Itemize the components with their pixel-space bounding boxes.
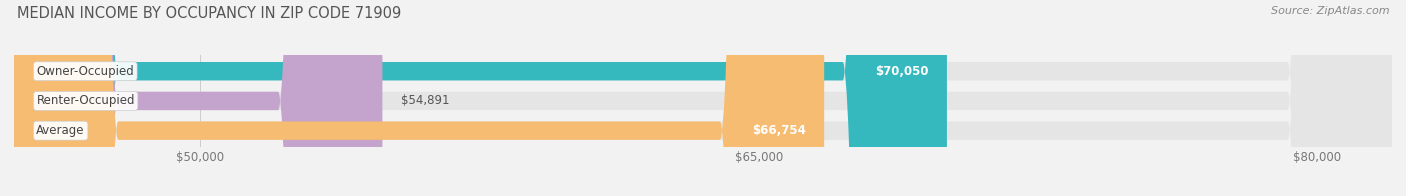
FancyBboxPatch shape [14, 0, 1392, 196]
FancyBboxPatch shape [14, 0, 946, 196]
FancyBboxPatch shape [14, 0, 1392, 196]
Text: $70,050: $70,050 [875, 65, 928, 78]
Text: $54,891: $54,891 [401, 94, 450, 107]
FancyBboxPatch shape [14, 0, 1392, 196]
Text: $66,754: $66,754 [752, 124, 806, 137]
Text: Average: Average [37, 124, 84, 137]
FancyBboxPatch shape [14, 0, 382, 196]
FancyBboxPatch shape [14, 0, 824, 196]
Text: Renter-Occupied: Renter-Occupied [37, 94, 135, 107]
Text: Source: ZipAtlas.com: Source: ZipAtlas.com [1271, 6, 1389, 16]
Text: Owner-Occupied: Owner-Occupied [37, 65, 134, 78]
Text: MEDIAN INCOME BY OCCUPANCY IN ZIP CODE 71909: MEDIAN INCOME BY OCCUPANCY IN ZIP CODE 7… [17, 6, 401, 21]
